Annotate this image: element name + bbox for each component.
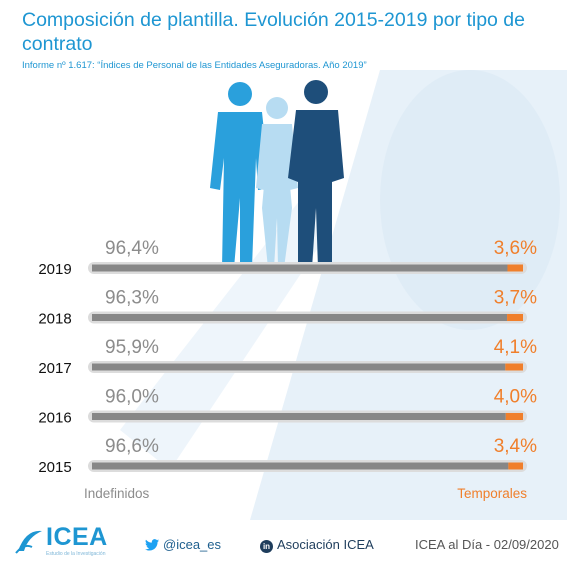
linkedin-icon: in xyxy=(260,540,273,553)
value-label-temporales: 4,1% xyxy=(494,337,537,358)
value-label-indefinidos: 96,4% xyxy=(105,238,159,259)
twitter-link[interactable]: @icea_es xyxy=(145,537,221,552)
value-label-temporales: 3,7% xyxy=(494,288,537,309)
twitter-icon xyxy=(145,539,159,551)
publication-date: ICEA al Día - 02/09/2020 xyxy=(415,537,559,552)
value-label-temporales: 4,0% xyxy=(494,387,537,408)
value-label-indefinidos: 96,6% xyxy=(105,436,159,457)
value-label-indefinidos: 95,9% xyxy=(105,337,159,358)
year-label: 2017 xyxy=(38,360,71,377)
page-title: Composición de plantilla. Evolución 2015… xyxy=(22,9,525,55)
bar-indefinidos xyxy=(92,363,506,371)
value-label-temporales: 3,4% xyxy=(494,436,537,457)
year-label: 2016 xyxy=(38,410,71,427)
contract-type-chart: 2019 96,4% 3,6% 2018 96,3% 3,7% 2017 95,9% 4,1% 2… xyxy=(38,238,537,501)
woman-pale-figure xyxy=(256,97,298,268)
year-label: 2019 xyxy=(38,261,71,278)
twitter-handle: @icea_es xyxy=(163,537,222,552)
value-label-indefinidos: 96,3% xyxy=(105,288,159,309)
legend-indefinidos: Indefinidos xyxy=(84,486,150,501)
bar-indefinidos xyxy=(92,413,506,420)
icea-logo-tagline: Estudio de la Investigación xyxy=(46,551,106,557)
value-label-temporales: 3,6% xyxy=(494,238,537,259)
linkedin-name: Asociación ICEA xyxy=(277,537,374,552)
bar-temporales xyxy=(507,314,523,321)
bar-indefinidos xyxy=(92,462,509,470)
linkedin-link[interactable]: in Asociación ICEA xyxy=(260,537,374,553)
business-people-illustration xyxy=(210,80,344,268)
page-subtitle: Informe nº 1.617: “Índices de Personal d… xyxy=(22,60,367,71)
value-label-indefinidos: 96,0% xyxy=(105,387,159,408)
bar-temporales xyxy=(505,413,523,420)
man-dark-blue-figure xyxy=(288,80,344,268)
year-label: 2018 xyxy=(38,311,71,328)
bar-temporales xyxy=(508,462,523,470)
legend-temporales: Temporales xyxy=(457,486,527,501)
bar-indefinidos xyxy=(92,314,508,321)
icea-logo-text: ICEA xyxy=(46,523,108,551)
bar-temporales xyxy=(505,363,523,371)
man-light-blue-figure xyxy=(210,82,270,268)
icea-logo-icon xyxy=(15,530,42,554)
year-label: 2015 xyxy=(38,459,71,476)
footer: ICEA Estudio de la Investigación @icea_e… xyxy=(0,520,567,567)
bar-indefinidos xyxy=(92,264,508,272)
bar-temporales xyxy=(507,264,523,272)
